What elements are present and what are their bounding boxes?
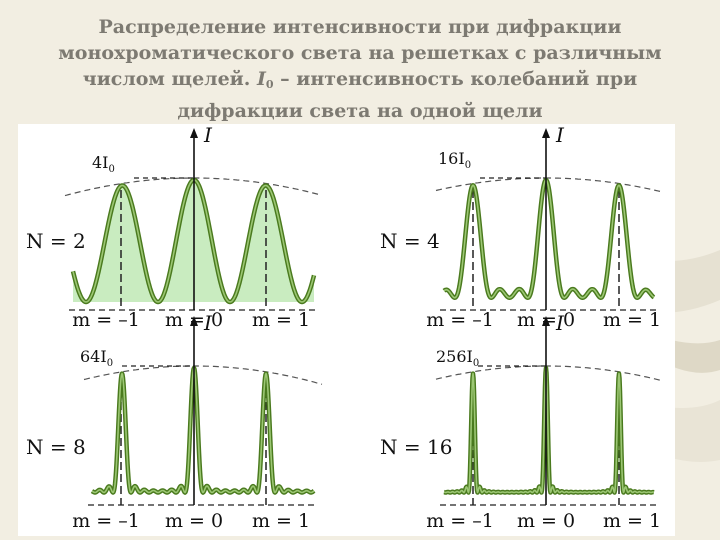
envelope-curve: [435, 177, 663, 193]
m-label-minus1: m = –1: [426, 309, 494, 331]
figure-panel: I 4I0 N = 2 m = –1 m = 0 m = 1 I 16I0 N …: [18, 124, 675, 536]
axis-arrow: [190, 316, 198, 326]
m-label-plus1: m = 1: [252, 309, 310, 331]
axis-label: I: [203, 124, 213, 147]
peak-label: 256I0: [436, 347, 479, 369]
intensity-curve-highlight: [443, 179, 655, 299]
m-label-zero: m = 0: [517, 510, 575, 532]
panel-n4: I 16I0 N = 4 m = –1 m = 0 m = 1: [380, 124, 663, 331]
peak-label-subscript: 0: [107, 358, 113, 369]
slide-title: Распределение интенсивности при дифракци…: [40, 14, 680, 124]
n-label: N = 8: [26, 435, 86, 459]
m-label-minus1: m = –1: [72, 309, 140, 331]
intensity-curve-highlight: [443, 367, 655, 494]
peak-label: 16I0: [438, 149, 471, 171]
axis-label: I: [555, 311, 565, 335]
diffraction-figure: I 4I0 N = 2 m = –1 m = 0 m = 1 I 16I0 N …: [26, 124, 663, 532]
peak-label-subscript: 0: [473, 358, 479, 369]
panel-n8: I 64I0 N = 8 m = –1 m = 0 m = 1: [26, 311, 323, 532]
peak-label-text: 64I: [80, 347, 107, 366]
axis-arrow: [190, 128, 198, 138]
title-line-3: числом щелей. I0 – интенсивность колебан…: [40, 66, 680, 98]
title-intensity-subscript: 0: [265, 78, 274, 91]
envelope-curve: [64, 177, 322, 197]
axis-arrow: [542, 316, 550, 326]
n-label: N = 4: [380, 229, 440, 253]
title-intensity-symbol: I: [257, 68, 266, 90]
title-line-2: монохроматического света на решетках с р…: [58, 42, 662, 64]
m-label-plus1: m = 1: [603, 309, 661, 331]
n-label: N = 2: [26, 229, 86, 253]
axis-label: I: [555, 124, 565, 147]
m-label-plus1: m = 1: [603, 510, 661, 532]
peak-label: 4I0: [92, 153, 115, 175]
peak-label-subscript: 0: [109, 164, 115, 175]
peak-label-text: 256I: [436, 347, 473, 366]
envelope-curve: [83, 365, 323, 385]
peak-label-text: 16I: [438, 149, 465, 168]
intensity-curve-highlight: [91, 367, 315, 494]
title-line-1: Распределение интенсивности при дифракци…: [98, 16, 622, 38]
title-line-3-rest: – интенсивность колебаний при: [273, 68, 638, 90]
panel-n2: I 4I0 N = 2 m = –1 m = 0 m = 1: [26, 124, 322, 331]
axis-label: I: [203, 311, 213, 335]
title-line-3-text: числом щелей.: [82, 68, 257, 90]
m-label-minus1: m = –1: [426, 510, 494, 532]
title-line-4: дифракции света на одной щели: [177, 100, 543, 122]
envelope-curve: [435, 365, 663, 382]
m-label-minus1: m = –1: [72, 510, 140, 532]
m-label-zero: m = 0: [165, 510, 223, 532]
peak-label-text: 4I: [92, 153, 109, 172]
panel-n16: I 256I0 N = 16 m = –1 m = 0 m = 1: [380, 311, 663, 532]
axis-arrow: [542, 128, 550, 138]
peak-label: 64I0: [80, 347, 113, 369]
peak-label-subscript: 0: [465, 160, 471, 171]
n-label: N = 16: [380, 435, 452, 459]
m-label-plus1: m = 1: [252, 510, 310, 532]
